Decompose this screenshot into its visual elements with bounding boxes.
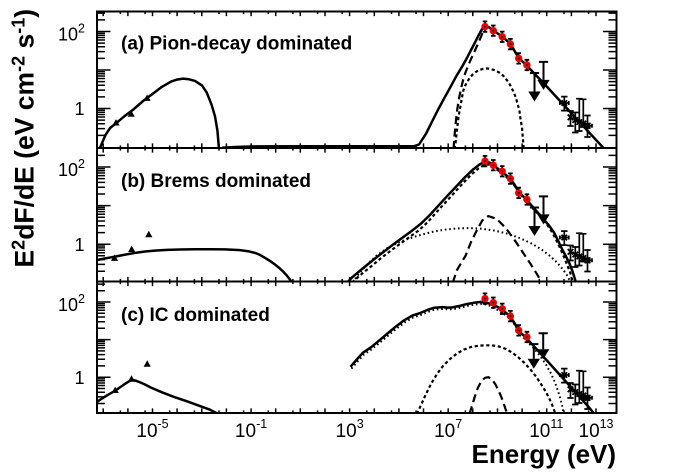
svg-text:10: 10 [434, 421, 455, 442]
svg-text:10: 10 [579, 421, 600, 442]
svg-text:10: 10 [58, 295, 78, 315]
svg-text:7: 7 [455, 417, 462, 431]
svg-text:Energy (eV): Energy (eV) [472, 439, 617, 469]
svg-text:10: 10 [58, 25, 78, 45]
svg-text:1: 1 [75, 235, 85, 255]
svg-text:2: 2 [78, 22, 85, 36]
svg-text:3: 3 [357, 417, 364, 431]
svg-text:10: 10 [336, 421, 357, 442]
svg-text:(a) Pion-decay dominated: (a) Pion-decay dominated [121, 34, 352, 55]
svg-text:2: 2 [78, 157, 85, 171]
svg-text:-1: -1 [256, 417, 267, 431]
svg-text:11: 11 [550, 417, 563, 431]
svg-text:-5: -5 [158, 417, 169, 431]
svg-text:10: 10 [136, 421, 157, 442]
svg-text:10: 10 [529, 421, 550, 442]
svg-text:1: 1 [75, 99, 85, 119]
svg-text:10: 10 [58, 160, 78, 180]
svg-text:1: 1 [75, 368, 85, 388]
svg-text:2: 2 [78, 292, 85, 306]
svg-text:13: 13 [600, 417, 614, 431]
svg-text:(c) IC dominated: (c) IC dominated [121, 305, 270, 326]
svg-text:10: 10 [235, 421, 256, 442]
svg-text:(b) Brems dominated: (b) Brems dominated [121, 171, 311, 192]
svg-text:E2dF/dE (eV cm-2 s-1): E2dF/dE (eV cm-2 s-1) [9, 9, 40, 268]
